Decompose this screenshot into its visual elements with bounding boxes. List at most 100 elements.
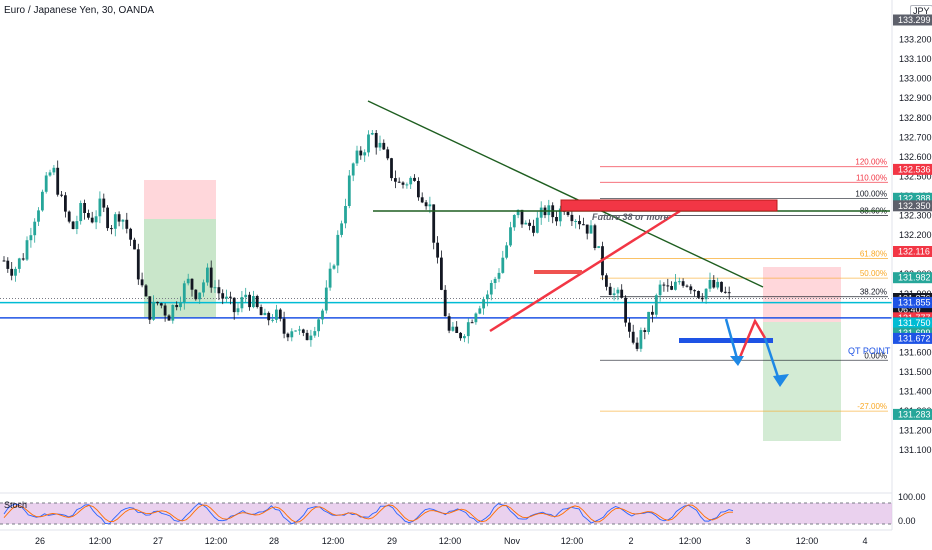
candle-body (463, 336, 466, 339)
candle-body (252, 296, 255, 308)
candle-body (666, 285, 670, 287)
candle-body (332, 265, 336, 269)
stoch-level-100: 100.00 (898, 492, 926, 502)
candle-body (328, 268, 332, 288)
candle-body (704, 288, 708, 300)
candle-body (566, 211, 570, 215)
fib-label-2: 100.00% (855, 189, 887, 198)
candle-body (631, 331, 635, 343)
candle-body (681, 281, 685, 286)
candle-body (578, 221, 581, 225)
price-tick-7: 132.500 (899, 171, 932, 181)
time-tick-6: 29 (387, 536, 397, 546)
candle-body (677, 281, 681, 283)
time-tick-2: 27 (153, 536, 163, 546)
annotation-qt-point[interactable]: QT POINT (848, 346, 891, 356)
candle-body (125, 219, 129, 229)
candle-body (221, 293, 225, 299)
candle-body (179, 302, 182, 308)
short-zone-left (144, 180, 216, 219)
candle-body (136, 249, 140, 280)
arrowhead-blue-icon (773, 374, 789, 387)
candle-body (497, 272, 501, 279)
candlestick-series (2, 130, 731, 352)
blue-box-demand[interactable] (679, 338, 773, 343)
candle-body (213, 287, 217, 289)
red-box-small[interactable] (534, 270, 582, 274)
trendline-red[interactable] (489, 209, 681, 333)
time-tick-13: 12:00 (796, 536, 819, 546)
candle-body (693, 290, 696, 292)
price-label-bg-4 (893, 246, 932, 257)
arrow-path-blue[interactable] (724, 318, 740, 363)
candle-body (163, 305, 167, 316)
price-tick-10: 132.200 (899, 230, 932, 240)
price-label-bg-14 (893, 408, 932, 420)
candle-body (478, 308, 482, 314)
candle-body (41, 191, 44, 211)
candle-body (363, 152, 367, 156)
candle-body (167, 315, 171, 321)
price-tick-9: 132.300 (899, 211, 932, 221)
candle-body (71, 221, 75, 229)
candle-body (378, 142, 382, 148)
price-label-bg-3 (893, 200, 932, 212)
candle-body (309, 335, 313, 341)
price-label-5: 131.982 (898, 273, 931, 283)
price-tick-2: 133.000 (899, 74, 932, 84)
arrowhead-blue-icon-2 (730, 356, 744, 366)
candle-body (643, 330, 647, 332)
time-tick-3: 12:00 (205, 536, 228, 546)
candle-body (271, 319, 274, 321)
candle-body (624, 297, 627, 323)
candle-body (370, 133, 374, 135)
price-label-bg-5 (893, 272, 932, 284)
candle-body (582, 224, 585, 226)
candle-body (194, 289, 198, 300)
price-label-1: 132.536 (898, 164, 931, 174)
candle-body (451, 326, 455, 331)
trendline-green[interactable] (367, 100, 764, 288)
price-label-bg-8 (893, 297, 932, 309)
candle-body (528, 222, 531, 226)
candle-body (198, 292, 202, 300)
fib-label-0: 120.00% (855, 158, 887, 167)
price-tick-3: 132.900 (899, 93, 932, 103)
candle-body (98, 198, 102, 217)
red-box-resistance[interactable] (560, 199, 778, 212)
candle-body (428, 204, 432, 207)
candle-body (535, 217, 539, 233)
candle-body (190, 278, 194, 290)
price-tick-6: 132.600 (899, 152, 932, 162)
time-tick-7: 12:00 (439, 536, 462, 546)
fib-retracement[interactable]: 120.00%110.00%100.00%88.60%61.80%50.00%3… (600, 158, 888, 412)
candle-body (33, 221, 37, 236)
candle-body (133, 239, 136, 250)
price-tick-19: 131.200 (899, 426, 932, 436)
candle-body (286, 333, 290, 338)
price-tick-16: 131.500 (899, 367, 932, 377)
arrow-path-red[interactable] (736, 318, 767, 363)
fib-label-1: 110.00% (856, 173, 887, 182)
price-label-bg-1 (893, 163, 932, 175)
time-axis[interactable]: 26 12:00 27 12:00 28 12:00 29 12:00 Nov 12:00 2 12:… (35, 536, 868, 546)
time-tick-9: 12:00 (561, 536, 584, 546)
price-tick-20: 131.100 (899, 445, 932, 455)
candle-body (405, 184, 409, 186)
candle-body (240, 297, 244, 309)
candle-body (148, 296, 152, 320)
candle-body (209, 267, 213, 288)
long-zone-left (144, 219, 216, 318)
annotation-future[interactable]: Future 38 or more (592, 212, 669, 222)
candle-body (182, 283, 186, 303)
candle-body (267, 312, 271, 321)
candle-body (413, 177, 416, 181)
candle-body (248, 294, 251, 308)
candle-body (232, 297, 236, 313)
price-axis[interactable]: 133.200 133.100 133.000 132.900 132.800 132.7… (899, 35, 932, 456)
candle-body (171, 305, 175, 321)
candle-body (436, 242, 439, 258)
fib-label-5: 50.00% (860, 269, 887, 278)
candle-body (217, 287, 221, 294)
